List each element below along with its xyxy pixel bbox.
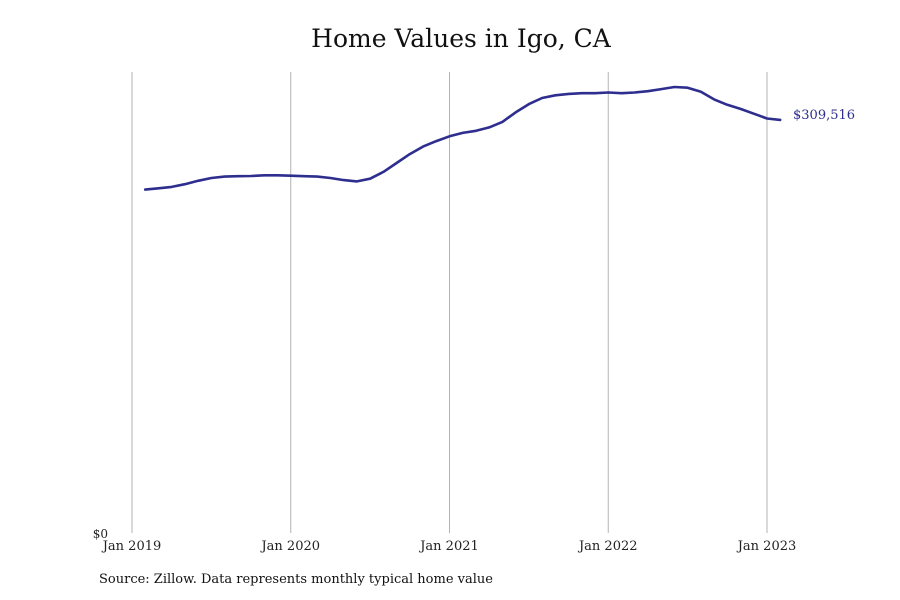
- end-value-label: $309,516: [793, 108, 855, 123]
- data-label-layer: $309,516: [793, 108, 855, 123]
- source-note: Source: Zillow. Data represents monthly …: [99, 572, 493, 587]
- series-layer: [143, 85, 782, 191]
- x-tick-label: Jan 2020: [259, 539, 320, 554]
- x-tick-label: Jan 2021: [418, 539, 479, 554]
- vertical-gridlines: [131, 72, 768, 533]
- y-tick-label: $0: [93, 527, 108, 541]
- x-tick-label: Jan 2019: [101, 539, 162, 554]
- axis-tick-labels: Jan 2019 Jan 2020 Jan 2021 Jan 2022 Jan 2023…: [93, 527, 797, 554]
- chart-title: Home Values in Igo, CA: [311, 24, 611, 53]
- x-tick-label: Jan 2022: [577, 539, 638, 554]
- series-line: [143, 85, 782, 191]
- x-tick-label: Jan 2023: [736, 539, 797, 554]
